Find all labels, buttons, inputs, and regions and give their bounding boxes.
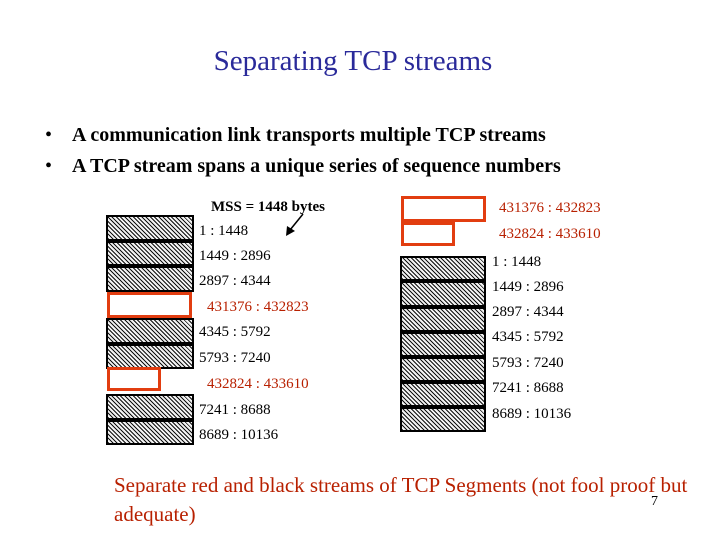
bullet-text: A TCP stream spans a unique series of se… [72, 155, 561, 177]
segment-red [401, 196, 486, 222]
segment-black [400, 332, 486, 357]
seq-label-red: 432824 : 433610 [207, 376, 309, 392]
slide-title: Separating TCP streams [213, 45, 493, 77]
seq-label: 5793 : 7240 [199, 350, 271, 366]
segment-black [106, 241, 194, 266]
seq-label: 5793 : 7240 [492, 355, 564, 371]
segment-black [106, 215, 194, 241]
bullet-icon: • [45, 155, 53, 177]
footer-note: Separate red and black streams of TCP Se… [114, 473, 688, 526]
page-number: 7 [651, 494, 658, 509]
mss-arrow-icon [286, 213, 304, 236]
seq-label: 1449 : 2896 [199, 248, 271, 264]
mss-label: MSS = 1448 bytes [211, 199, 325, 215]
segment-black [106, 344, 194, 369]
seq-label: 7241 : 8688 [199, 402, 271, 418]
seq-label-red: 431376 : 432823 [499, 200, 601, 216]
segment-red-short [401, 222, 455, 246]
seq-label: 7241 : 8688 [492, 380, 564, 396]
segment-black [106, 318, 194, 344]
bullet-item: • A communication link transports multip… [45, 120, 561, 151]
segment-black [400, 307, 486, 332]
segment-black [106, 266, 194, 292]
segment-black [400, 281, 486, 307]
seq-label: 2897 : 4344 [492, 304, 564, 320]
segment-black [106, 394, 194, 420]
seq-label: 1449 : 2896 [492, 279, 564, 295]
seq-label-red: 432824 : 433610 [499, 226, 601, 242]
segment-red [107, 292, 192, 318]
segment-red-short [107, 367, 161, 391]
seq-label: 1 : 1448 [492, 254, 542, 270]
seq-label: 4345 : 5792 [199, 324, 271, 340]
bullet-text: A communication link transports multiple… [72, 124, 546, 146]
bullet-list: • A communication link transports multip… [45, 120, 561, 182]
segment-black [400, 407, 486, 432]
seq-label: 8689 : 10136 [492, 406, 572, 422]
seq-label: 1 : 1448 [199, 223, 249, 239]
seq-label: 4345 : 5792 [492, 329, 564, 345]
segment-black [400, 256, 486, 281]
bullet-icon: • [45, 124, 53, 146]
segment-black [400, 382, 486, 407]
seq-label: 2897 : 4344 [199, 273, 271, 289]
bullet-item: • A TCP stream spans a unique series of … [45, 151, 561, 182]
seq-label: 8689 : 10136 [199, 427, 279, 443]
seq-label-red: 431376 : 432823 [207, 299, 309, 315]
segment-black [400, 357, 486, 382]
segment-black [106, 420, 194, 445]
